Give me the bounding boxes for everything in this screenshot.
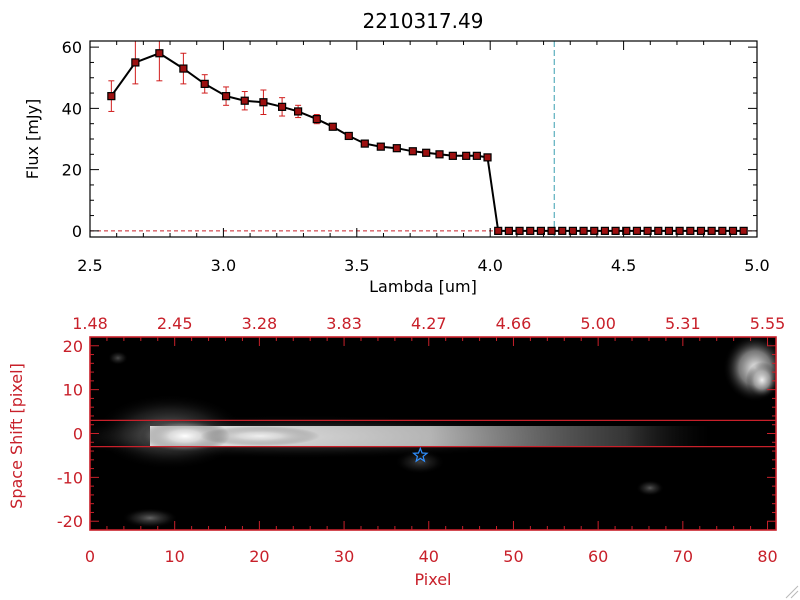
flux-data-point	[312, 114, 321, 124]
image-overlay	[90, 419, 776, 463]
flux-data-point	[240, 96, 249, 105]
image-x-tick-label: 80	[757, 547, 777, 566]
source-position-star	[412, 446, 429, 463]
flux-data-point	[728, 226, 738, 235]
image-x-tick-label: 0	[85, 547, 95, 566]
flux-data-point	[360, 139, 369, 148]
x-tick-label: 3.0	[211, 256, 236, 275]
x-tick-label: 3.5	[344, 256, 369, 275]
spectrum-x-axis-label: Lambda [um]	[369, 277, 477, 296]
flux-data-point	[707, 226, 716, 235]
flux-data-point	[579, 226, 588, 235]
flux-data-point	[259, 98, 268, 107]
image-top-tick-label: 5.31	[665, 314, 701, 333]
image-y-tick-label: -20	[57, 512, 83, 531]
spectrum-axes: 2.5 3.0 3.5 4.0 4.5 5.0 0 20 40 60	[62, 38, 770, 275]
flux-data-point	[632, 226, 642, 235]
flux-data-point	[392, 144, 401, 153]
y-tick-label: 0	[72, 222, 82, 241]
flux-data-point	[718, 226, 727, 235]
flux-data-point	[221, 92, 231, 101]
image-top-tick-label: 1.48	[72, 314, 108, 333]
chart-title: 2210317.49	[363, 9, 484, 33]
flux-data-point	[558, 226, 567, 235]
image-top-tick-label: 4.66	[496, 314, 532, 333]
flux-data-point	[277, 102, 287, 111]
image-x-tick-label: 30	[334, 547, 354, 566]
flux-data-point	[547, 226, 556, 235]
flux-data-point	[643, 226, 652, 235]
flux-data-point	[515, 226, 524, 235]
flux-data-point	[622, 226, 631, 235]
flux-data-point	[600, 226, 610, 235]
spectrum-data	[90, 41, 757, 237]
image-x-tick-label: 40	[419, 547, 439, 566]
flux-data-point	[179, 64, 188, 73]
image-top-tick-label: 5.00	[580, 314, 616, 333]
image-y-tick-label: 0	[73, 425, 83, 444]
flux-data-point	[422, 148, 431, 157]
flux-data-point	[376, 142, 385, 151]
flux-data-point	[494, 226, 503, 235]
x-tick-label: 4.5	[611, 256, 636, 275]
flux-data-point	[408, 147, 417, 156]
image-axes: 0 10 20 30 40 50 60 70 80 1.48 2.45 3.28 3.83 4.27 4.6…	[57, 314, 785, 566]
x-tick-label: 2.5	[77, 256, 102, 275]
image-x-tick-label: 10	[165, 547, 185, 566]
flux-data-point	[200, 79, 209, 88]
x-tick-label: 4.0	[477, 256, 502, 275]
flux-data-point	[526, 226, 535, 235]
image-y-axis-label: Space Shift [pixel]	[7, 363, 26, 509]
image-top-tick-label: 3.83	[326, 314, 362, 333]
flux-data-point	[448, 151, 457, 160]
image-y-tick-label: 10	[63, 381, 83, 400]
image-top-tick-label: 2.45	[157, 314, 193, 333]
x-tick-label: 5.0	[744, 256, 769, 275]
flux-data-point	[590, 226, 599, 235]
flux-data-point	[536, 226, 545, 235]
image-top-tick-label: 5.55	[750, 314, 786, 333]
flux-data-point	[294, 107, 303, 116]
flux-data-point	[472, 151, 481, 160]
flux-data-point	[664, 226, 674, 235]
image-y-tick-label: 20	[63, 337, 83, 356]
image-top-tick-label: 3.28	[242, 314, 278, 333]
flux-data-point	[344, 131, 353, 141]
y-tick-label: 60	[62, 38, 82, 57]
flux-data-point	[107, 92, 116, 101]
flux-data-point	[435, 150, 444, 159]
image-y-tick-label: -10	[57, 468, 83, 487]
flux-data-point	[568, 226, 578, 235]
image-x-tick-label: 60	[588, 547, 608, 566]
flux-data-point	[611, 226, 620, 235]
flux-data-point	[462, 151, 471, 160]
flux-data-point	[328, 122, 337, 131]
image-x-tick-label: 20	[249, 547, 269, 566]
spectrum-plot-frame	[89, 40, 758, 238]
spectrum-y-axis-label: Flux [mJy]	[23, 99, 42, 180]
flux-data-point	[675, 226, 684, 235]
flux-data-point	[483, 153, 492, 162]
image-top-tick-label: 4.27	[411, 314, 447, 333]
flux-data-point	[654, 226, 663, 235]
flux-data-point	[739, 226, 748, 235]
image-x-tick-label: 50	[503, 547, 523, 566]
spectrum-image	[90, 337, 776, 530]
flux-data-point	[504, 226, 513, 235]
y-tick-label: 20	[62, 161, 82, 180]
image-x-tick-label: 70	[673, 547, 693, 566]
image-x-axis-label: Pixel	[414, 570, 451, 589]
y-tick-label: 40	[62, 99, 82, 118]
resize-grip[interactable]	[785, 585, 799, 599]
flux-data-point	[131, 58, 140, 67]
flux-data-point	[696, 226, 706, 235]
flux-data-point	[686, 226, 695, 235]
flux-data-point	[155, 49, 164, 58]
